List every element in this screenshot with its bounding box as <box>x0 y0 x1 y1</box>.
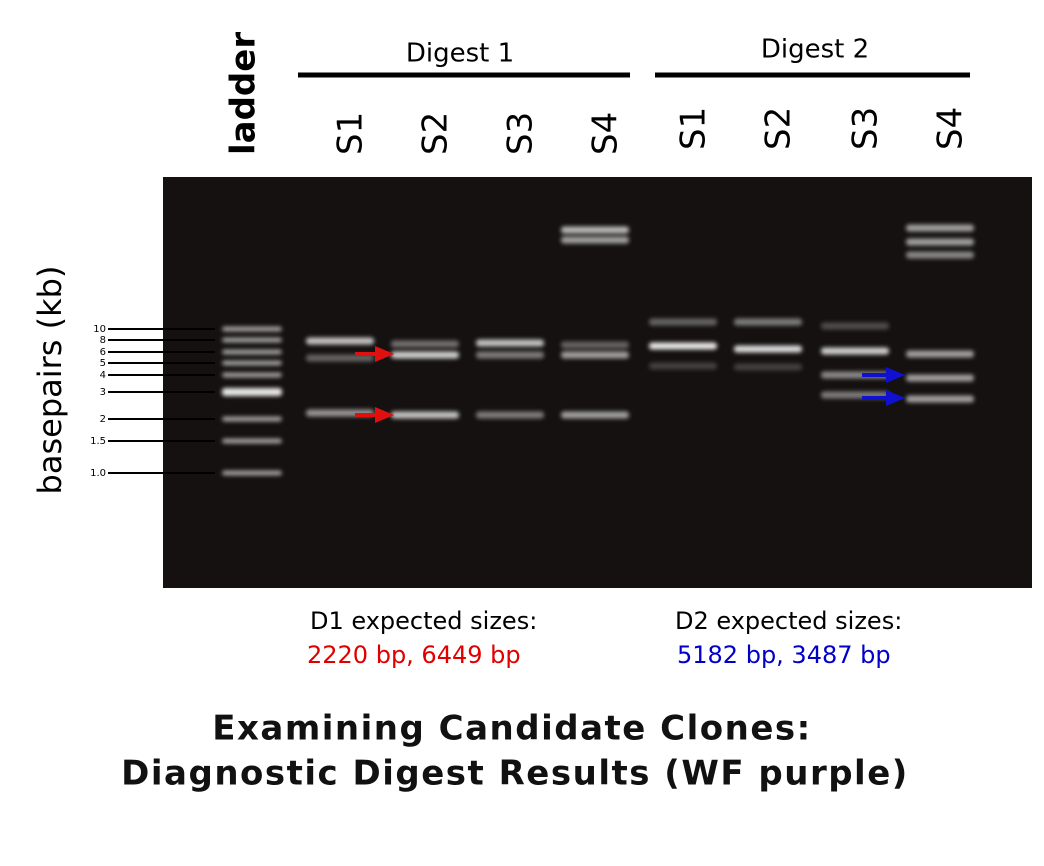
ladder-tick-label: 2 <box>100 414 106 425</box>
lane-label: S1 <box>331 112 371 155</box>
lane-label: S2 <box>759 107 799 150</box>
band <box>821 347 889 355</box>
title: Diagnostic Digest Results (WF purple) <box>121 754 909 794</box>
ladder-tick-label: 1.5 <box>90 436 106 447</box>
band <box>649 362 717 370</box>
ladder-tick-label: 6 <box>100 347 106 358</box>
group-label: Digest 2 <box>761 35 869 65</box>
expected-sizes: 5182 bp, 3487 bp <box>677 641 891 669</box>
band <box>649 342 717 350</box>
band <box>561 351 629 359</box>
ladder-tick-label: 10 <box>93 324 106 335</box>
ladder-tick-label: 8 <box>100 335 106 346</box>
band <box>906 395 974 403</box>
band <box>561 341 629 349</box>
band <box>734 345 802 353</box>
ladder-label: ladder <box>224 32 264 155</box>
band <box>222 372 282 378</box>
band <box>222 470 282 476</box>
band <box>561 226 629 234</box>
band <box>222 388 282 396</box>
lane-label: S2 <box>416 112 456 155</box>
ladder-tick-label: 4 <box>100 370 106 381</box>
band <box>906 251 974 259</box>
band <box>734 363 802 371</box>
arrows <box>355 346 906 423</box>
band <box>222 416 282 422</box>
lane-label: S3 <box>501 112 541 155</box>
lane-label: S1 <box>674 107 714 150</box>
band <box>561 236 629 244</box>
lane-label: S4 <box>931 107 971 150</box>
band <box>222 337 282 343</box>
group-label: Digest 1 <box>406 39 514 69</box>
band <box>476 339 544 347</box>
band <box>391 340 459 348</box>
band <box>906 350 974 358</box>
band <box>306 337 374 345</box>
band <box>906 224 974 232</box>
ladder-tick-label: 3 <box>100 387 106 398</box>
ladder-tick-label: 5 <box>100 358 106 369</box>
band <box>821 322 889 330</box>
band <box>306 354 374 362</box>
band <box>391 351 459 359</box>
band <box>391 411 459 419</box>
band <box>561 411 629 419</box>
band <box>222 349 282 355</box>
expected-title: D2 expected sizes: <box>675 607 902 635</box>
band <box>476 351 544 359</box>
lane-labels: S1 S2 S3 S4 S1 S2 S3 S4 <box>331 107 971 155</box>
ladder-tick-label: 1.0 <box>90 468 106 479</box>
band <box>222 360 282 366</box>
band <box>649 318 717 326</box>
band <box>906 238 974 246</box>
band <box>222 438 282 444</box>
y-axis-label: basepairs (kb) <box>31 266 69 495</box>
lane-label: S3 <box>846 107 886 150</box>
expected-sizes: 2220 bp, 6449 bp <box>307 641 521 669</box>
band <box>476 411 544 419</box>
expected-title: D1 expected sizes: <box>310 607 537 635</box>
band <box>222 326 282 332</box>
band <box>906 374 974 382</box>
lane-label: S4 <box>586 112 626 155</box>
band <box>734 318 802 326</box>
title: Examining Candidate Clones: <box>212 709 812 749</box>
